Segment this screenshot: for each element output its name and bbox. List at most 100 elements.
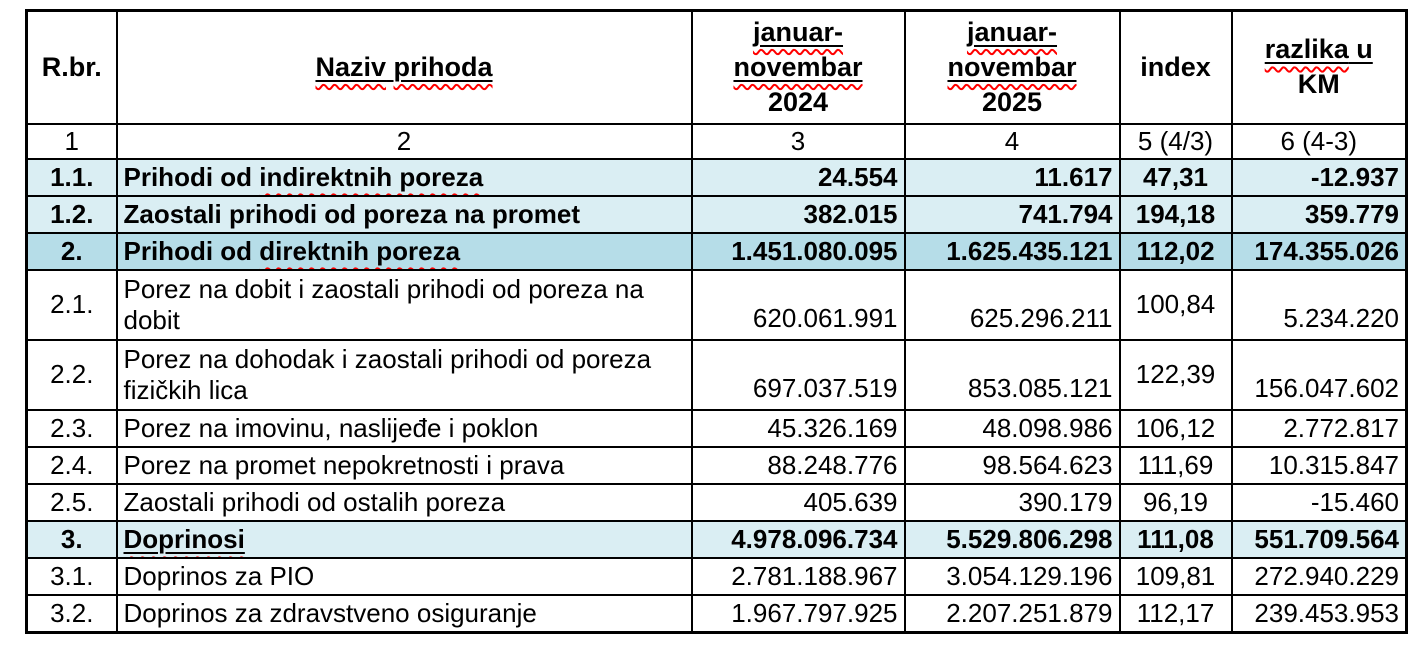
table-row-3-1: 3.1. Doprinos za PIO 2.781.188.967 3.054.12… [25, 557, 1408, 597]
cell-value-2025: 98.564.623 [903, 446, 1121, 486]
header-line: R.br. [41, 51, 102, 82]
col-header-2025: januar-novembar 2025 [903, 9, 1121, 125]
cell-value-2025: 390.179 [903, 483, 1121, 523]
cell-revenue-name: Prihodi od indirektnih poreza [115, 158, 693, 198]
cell-value-2025: 625.296.211 [903, 269, 1121, 342]
table-row-2-1: 2.1. Porez na dobit i zaostali prihodi od… [25, 269, 1408, 342]
cell-row-number: 1.1. [25, 158, 118, 198]
cell-difference: 239.453.953 [1230, 594, 1408, 634]
col-header-naziv: Naziv prihoda [115, 9, 693, 125]
cell-index: 112,17 [1118, 594, 1233, 634]
header-line: 2024 [767, 86, 829, 117]
spellcheck-squiggle: Doprinosi [123, 523, 245, 554]
header-line: januar- [699, 15, 898, 50]
spellcheck-squiggle: Naziv [315, 51, 387, 82]
cell-value-2025: 11.617 [903, 158, 1121, 198]
cell-index: 47,31 [1118, 158, 1233, 198]
cell-value-2024: 382.015 [690, 195, 906, 235]
spellcheck-squiggle: novembar [733, 51, 863, 82]
cell-revenue-name: Zaostali prihodi od poreza na promet [115, 195, 693, 235]
cell-index: 112,02 [1118, 232, 1233, 272]
cell-difference: 10.315.847 [1230, 446, 1408, 486]
spellcheck-squiggle: direktnih poreza [259, 235, 461, 266]
spellcheck-squiggle: razlika [1264, 34, 1349, 65]
cell-revenue-name: Prihodi od direktnih poreza [115, 232, 693, 272]
cell-value-2025: 853.085.121 [903, 339, 1121, 412]
table-row-1-1: 1.1. Prihodi od indirektnih poreza 24.554 1… [25, 158, 1408, 198]
header-line: januar- [912, 15, 1113, 50]
cell-row-number: 3. [25, 520, 118, 560]
col-header-rbr: R.br. [25, 9, 118, 125]
cell-difference: 272.940.229 [1230, 557, 1408, 597]
cell-difference: 551.709.564 [1230, 520, 1408, 560]
table-row-3-2: 3.2. Doprinos za zdravstveno osiguranje 1.… [25, 594, 1408, 634]
cell-row-number: 2.3. [25, 409, 118, 449]
cell-difference: 174.355.026 [1230, 232, 1408, 272]
cell-revenue-name: Porez na dobit i zaostali prihodi od por… [115, 269, 693, 342]
col-header-razlika: razlika u KM [1230, 9, 1408, 125]
spellcheck-squiggle: prihoda [393, 51, 493, 82]
table-row-3: 3. Doprinosi 4.978.096.734 5.529.806.298 111… [25, 520, 1408, 560]
cell-row-number: 2.5. [25, 483, 118, 523]
header-line: 2025 [981, 86, 1043, 117]
header-line: novembar [912, 50, 1113, 85]
header-row: R.br. Naziv prihoda januar-novembar 2024 jan… [25, 9, 1408, 125]
table-row-2-5: 2.5. Zaostali prihodi od ostalih poreza 40… [25, 483, 1408, 523]
cell-row-number: 2.4. [25, 446, 118, 486]
cell-row-number: 2. [25, 232, 118, 272]
cell-value-2024: 697.037.519 [690, 339, 906, 412]
spellcheck-squiggle: indirektnih poreza [259, 161, 484, 192]
cell-revenue-name: Doprinos za PIO [115, 557, 693, 597]
cell-value-2024: 88.248.776 [690, 446, 906, 486]
table-row-1-2: 1.2. Zaostali prihodi od poreza na promet… [25, 195, 1408, 235]
cell-value-2024: 1.451.080.095 [690, 232, 906, 272]
header-line: KM [1297, 69, 1340, 100]
cell-value-2024: 1.967.797.925 [690, 594, 906, 634]
cell-index: 111,69 [1118, 446, 1233, 486]
cell-revenue-name: Porez na dohodak i zaostali prihodi od p… [115, 339, 693, 412]
cell-row-number: 2.2. [25, 339, 118, 412]
cell-value-2025: 3.054.129.196 [903, 557, 1121, 597]
cell-row-number: 2.1. [25, 269, 118, 342]
cell-difference: 156.047.602 [1230, 339, 1408, 412]
cell-value-2024: 4.978.096.734 [690, 520, 906, 560]
cell-revenue-name: Doprinosi [115, 520, 693, 560]
revenue-table: R.br. Naziv prihoda januar-novembar 2024 jan… [25, 9, 1408, 634]
column-number-cell: 1 [25, 122, 118, 161]
cell-index: 111,08 [1118, 520, 1233, 560]
cell-difference: -15.460 [1230, 483, 1408, 523]
column-number-cell: 6 (4-3) [1230, 122, 1408, 161]
cell-index: 100,84 [1118, 269, 1233, 342]
cell-revenue-name: Porez na imovinu, naslijeđe i poklon [115, 409, 693, 449]
table-header: R.br. Naziv prihoda januar-novembar 2024 jan… [25, 9, 1408, 161]
spellcheck-squiggle: januar- [966, 16, 1058, 47]
cell-difference: 359.779 [1230, 195, 1408, 235]
cell-value-2024: 620.061.991 [690, 269, 906, 342]
cell-value-2025: 1.625.435.121 [903, 232, 1121, 272]
cell-value-2025: 2.207.251.879 [903, 594, 1121, 634]
cell-index: 106,12 [1118, 409, 1233, 449]
cell-value-2024: 45.326.169 [690, 409, 906, 449]
cell-index: 122,39 [1118, 339, 1233, 412]
spellcheck-squiggle: januar- [752, 16, 844, 47]
column-number-cell: 4 [903, 122, 1121, 161]
cell-difference: 5.234.220 [1230, 269, 1408, 342]
table-row-2-2: 2.2. Porez na dohodak i zaostali prihodi … [25, 339, 1408, 412]
cell-row-number: 3.2. [25, 594, 118, 634]
table-body: 1.1. Prihodi od indirektnih poreza 24.554 1… [25, 158, 1408, 634]
cell-value-2025: 5.529.806.298 [903, 520, 1121, 560]
header-line: novembar [699, 50, 898, 85]
cell-index: 96,19 [1118, 483, 1233, 523]
cell-revenue-name: Zaostali prihodi od ostalih poreza [115, 483, 693, 523]
header-line: Naziv prihoda [124, 50, 685, 85]
cell-value-2024: 2.781.188.967 [690, 557, 906, 597]
cell-value-2024: 405.639 [690, 483, 906, 523]
table-row-2-3: 2.3. Porez na imovinu, naslijeđe i poklon… [25, 409, 1408, 449]
spellcheck-squiggle: novembar [947, 51, 1077, 82]
cell-index: 109,81 [1118, 557, 1233, 597]
table-row-2: 2. Prihodi od direktnih poreza 1.451.080.0… [25, 232, 1408, 272]
cell-row-number: 1.2. [25, 195, 118, 235]
header-line: razlika u [1264, 34, 1373, 65]
column-number-cell: 5 (4/3) [1118, 122, 1233, 161]
